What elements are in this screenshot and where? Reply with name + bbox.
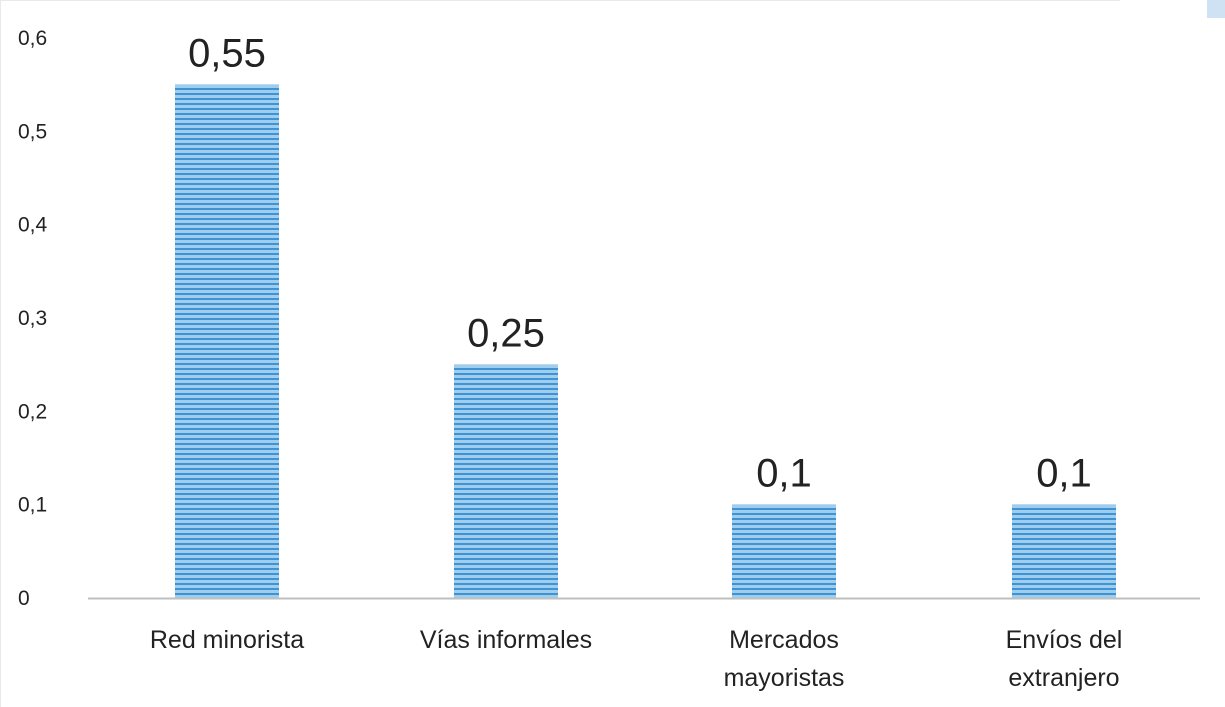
x-tick-label: Red minorista <box>150 626 304 654</box>
data-label: 0,25 <box>467 312 545 356</box>
y-tick-label: 0,6 <box>18 27 47 50</box>
bar <box>732 504 836 598</box>
y-tick-label: 0,1 <box>18 494 47 517</box>
x-tick-label: Mercados <box>729 626 839 654</box>
bar <box>454 364 558 598</box>
bar <box>175 84 279 598</box>
y-tick-label: 0 <box>18 587 30 610</box>
x-tick-label: Vías informales <box>420 626 592 654</box>
bar <box>1012 504 1116 598</box>
x-tick-label: extranjero <box>1008 664 1119 692</box>
y-tick-label: 0,5 <box>18 120 47 143</box>
y-tick-label: 0,2 <box>18 400 47 423</box>
x-tick-label: Envíos del <box>1006 626 1123 654</box>
frame-left-line <box>0 0 1 707</box>
data-label: 0,1 <box>1036 452 1092 496</box>
y-tick-label: 0,4 <box>18 214 48 237</box>
x-tick-label: mayoristas <box>724 664 845 692</box>
data-label: 0,1 <box>756 452 812 496</box>
corner-tab <box>1207 0 1225 18</box>
data-label: 0,55 <box>188 32 266 76</box>
y-tick-label: 0,3 <box>18 307 47 330</box>
frame-top-line <box>0 0 1120 1</box>
